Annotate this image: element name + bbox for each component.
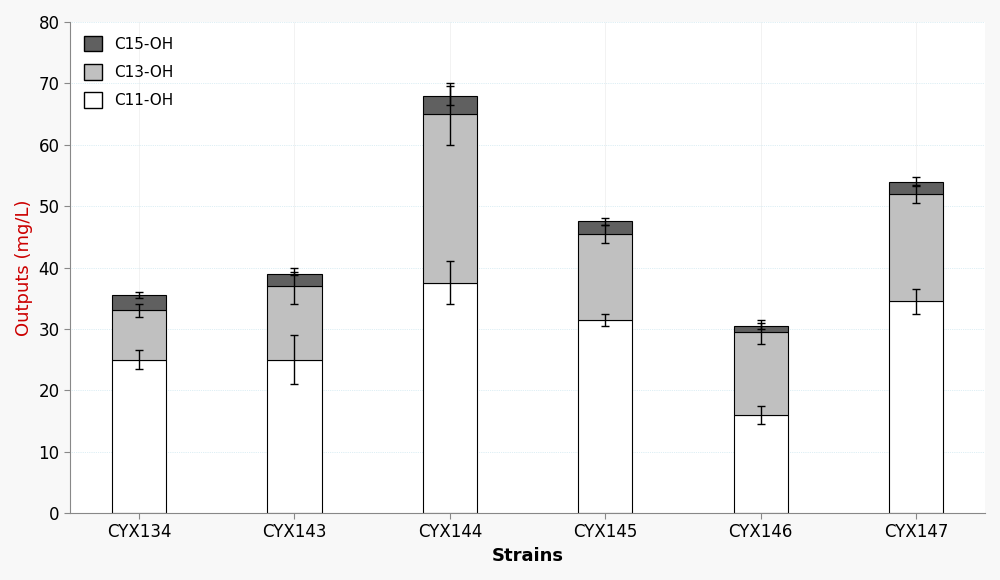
Bar xyxy=(578,234,632,320)
Legend: C15-OH, C13-OH, C11-OH: C15-OH, C13-OH, C11-OH xyxy=(78,30,180,114)
Bar xyxy=(423,283,477,513)
Bar xyxy=(734,415,788,513)
Bar xyxy=(423,114,477,283)
Bar xyxy=(267,274,322,286)
Bar xyxy=(112,310,166,360)
Bar xyxy=(734,332,788,415)
Bar xyxy=(734,326,788,332)
X-axis label: Strains: Strains xyxy=(492,547,564,565)
Bar xyxy=(267,360,322,513)
Bar xyxy=(267,286,322,360)
Bar xyxy=(889,301,943,513)
Bar xyxy=(112,295,166,310)
Bar xyxy=(112,360,166,513)
Bar xyxy=(423,96,477,114)
Bar xyxy=(889,194,943,301)
Bar xyxy=(578,222,632,234)
Y-axis label: Outputs (mg/L): Outputs (mg/L) xyxy=(15,200,33,336)
Bar xyxy=(578,320,632,513)
Bar xyxy=(889,182,943,194)
